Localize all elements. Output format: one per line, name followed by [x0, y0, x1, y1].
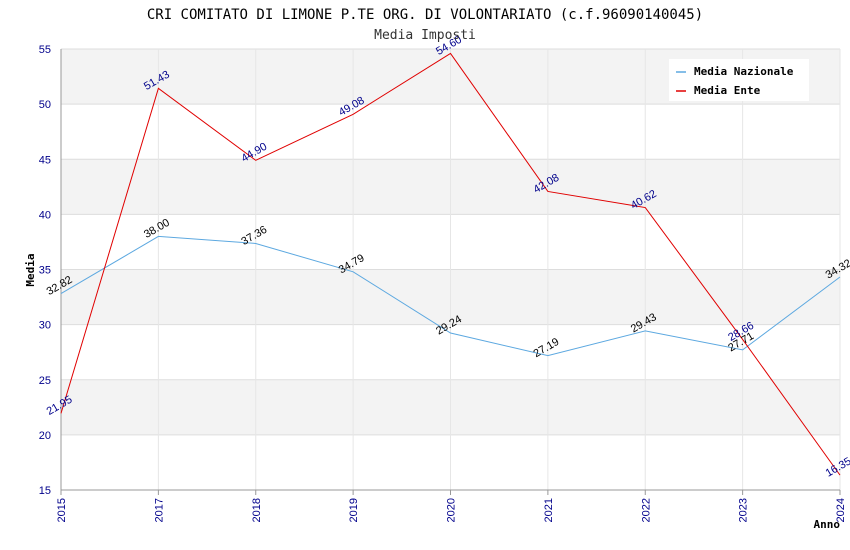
- legend-label-nazionale: Media Nazionale: [694, 65, 794, 78]
- series-lines: [60, 52, 841, 476]
- x-tick-label: 2018: [251, 498, 263, 522]
- legend: Media Nazionale Media Ente: [669, 59, 809, 101]
- y-tick-label: 25: [39, 375, 51, 387]
- x-tick-label: 2019: [348, 498, 360, 522]
- y-tick-label: 30: [39, 320, 51, 332]
- legend-box: [669, 59, 809, 101]
- x-axis-label: Anno: [814, 518, 841, 531]
- series-line-0: [60, 235, 841, 357]
- y-axis-label: Media: [24, 253, 37, 286]
- y-tick-label: 20: [39, 430, 51, 442]
- x-tick-label: 2017: [153, 498, 165, 522]
- y-tick-label: 45: [39, 154, 51, 166]
- x-tick-label: 2021: [543, 498, 555, 522]
- x-tick-label: 2015: [56, 498, 68, 522]
- y-tick-label: 50: [39, 99, 51, 111]
- y-tick-label: 35: [39, 265, 51, 277]
- x-tick-label: 2023: [738, 498, 750, 522]
- legend-label-ente: Media Ente: [694, 84, 761, 97]
- y-tick-label: 55: [39, 44, 51, 56]
- y-tick-label: 15: [39, 485, 51, 497]
- chart-subtitle: Media Imposti: [374, 28, 476, 43]
- series-line-1: [60, 52, 841, 476]
- y-tick-label: 40: [39, 209, 51, 221]
- x-tick-label: 2024: [835, 498, 847, 522]
- chart-title: CRI COMITATO DI LIMONE P.TE ORG. DI VOLO…: [147, 7, 703, 23]
- x-tick-label: 2022: [640, 498, 652, 522]
- axes: 15 20 25 30 35 40 45 50 55 2015 2017 2018 2019 2020 20…: [39, 44, 847, 522]
- x-tick-label: 2020: [446, 498, 458, 522]
